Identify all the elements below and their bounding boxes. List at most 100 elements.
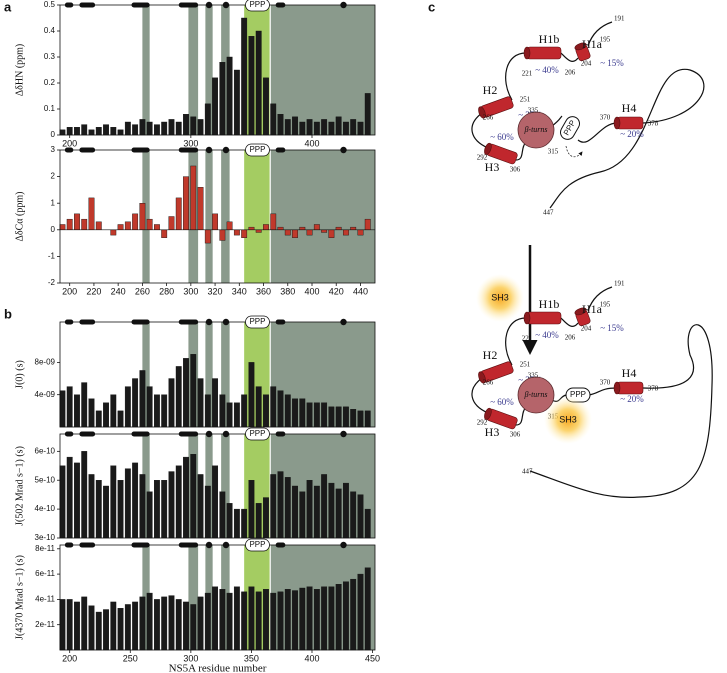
turn-marker [205, 430, 213, 438]
residue-number: 335 [528, 107, 539, 115]
helix-end [523, 46, 531, 60]
bar [66, 126, 73, 136]
bar [190, 454, 197, 539]
bar [183, 176, 189, 231]
y-tick-label: 2e-11 [35, 620, 55, 629]
bar [168, 595, 175, 651]
helix-population: ~ 20% [620, 129, 644, 139]
bar [299, 587, 306, 651]
residue-number: 204 [581, 60, 592, 68]
bar [306, 586, 313, 651]
bar [212, 213, 219, 230]
bar [59, 599, 66, 651]
bar [74, 462, 80, 539]
helix-label: H4 [622, 366, 637, 380]
turn-marker [205, 146, 213, 154]
bar [74, 601, 80, 651]
helix-marker [79, 147, 96, 153]
bar [219, 229, 226, 241]
bar [350, 491, 357, 539]
bar [335, 116, 342, 136]
bar [124, 468, 131, 539]
y-tick-label: 4e-09 [35, 390, 56, 399]
y-tick-label: 0.2 [44, 78, 56, 87]
bar [313, 224, 320, 230]
y-tick-label: -1 [48, 252, 56, 261]
bar [328, 229, 335, 238]
ppp-box [245, 427, 270, 441]
region [221, 545, 230, 650]
panel-label: b [4, 306, 12, 321]
bar [233, 586, 240, 651]
helix-marker [64, 542, 74, 548]
helix-marker [131, 2, 150, 8]
bar [197, 378, 204, 428]
bar [255, 229, 262, 233]
bar [306, 119, 313, 136]
turn-marker [340, 146, 347, 154]
bar [95, 611, 102, 651]
helix-marker [64, 431, 74, 437]
bar [132, 462, 139, 539]
bar [299, 121, 306, 136]
bar [357, 229, 364, 236]
plot-frame [59, 149, 376, 284]
helix-marker [64, 147, 74, 153]
bar [364, 93, 371, 136]
bar [313, 485, 320, 539]
residue-number: 191 [614, 280, 625, 288]
bar [212, 586, 219, 651]
bar [117, 480, 124, 539]
sh3-label: SH3 [491, 292, 509, 302]
bar [153, 480, 160, 539]
helix-marker [178, 319, 199, 325]
bar [263, 224, 269, 230]
turn-marker [340, 430, 347, 438]
x-tick-label: 200 [62, 286, 77, 296]
x-tick-label: 220 [86, 286, 101, 296]
y-tick-label: 5e-10 [35, 475, 56, 484]
bar [270, 103, 277, 136]
bar [204, 592, 211, 651]
x-tick-label: 240 [111, 286, 126, 296]
bar [132, 213, 139, 230]
bar [161, 229, 168, 238]
bar [153, 224, 160, 230]
ppp-box [245, 143, 270, 157]
helix-label: H1a [582, 302, 603, 316]
helix [484, 407, 518, 430]
bar [103, 124, 109, 136]
bar [270, 592, 277, 651]
helix-marker [79, 319, 96, 325]
region [221, 434, 230, 538]
bar [241, 229, 248, 238]
bar [81, 451, 88, 539]
helix-end [613, 381, 621, 395]
bar [357, 494, 364, 539]
residue-number: 378 [648, 120, 659, 128]
helix-population: ~ 15% [600, 58, 624, 68]
residue-number: 378 [648, 385, 659, 393]
bar [190, 116, 197, 136]
bar [328, 482, 335, 539]
bar [197, 119, 204, 136]
sh3-glow [544, 396, 592, 444]
bar [292, 398, 298, 428]
bar [204, 229, 211, 244]
bar [292, 116, 298, 136]
residue-number: 204 [581, 325, 592, 333]
bar [364, 410, 371, 428]
bar [117, 410, 124, 428]
helix [574, 42, 591, 62]
region [142, 150, 150, 283]
bar [248, 362, 255, 428]
x-tick-label: 260 [135, 286, 150, 296]
contact-arrow [565, 145, 583, 158]
residue-number: 306 [510, 166, 521, 174]
helix-label: H1b [539, 32, 560, 46]
bar [255, 591, 262, 651]
bar [88, 398, 95, 428]
bar [241, 17, 248, 136]
bar [226, 503, 233, 539]
bar [95, 410, 102, 428]
